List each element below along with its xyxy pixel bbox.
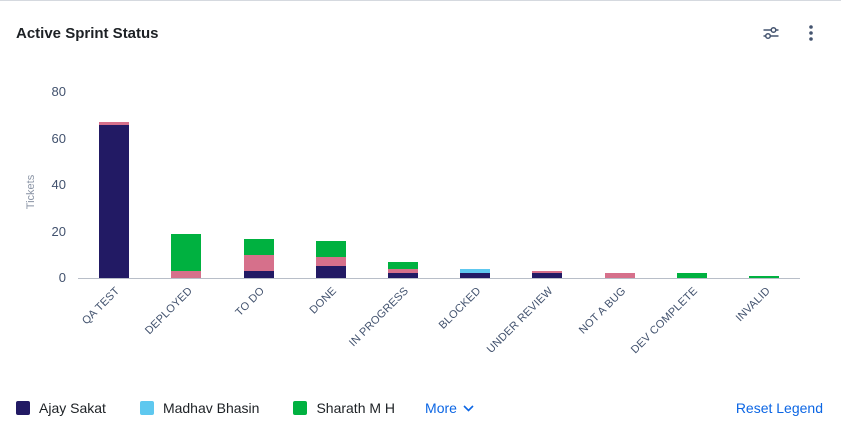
stacked-bar-not-a-bug[interactable] [604,273,635,278]
bar-segment[interactable] [315,257,346,267]
bar-segment[interactable] [171,271,202,278]
x-axis-label: DEV COMPLETE [629,285,701,357]
x-axis-label: BLOCKED [436,285,484,332]
bar-segment[interactable] [460,273,491,278]
legend-items: Ajay Sakat Madhav Bhasin Sharath M H [16,400,429,416]
stacked-bar-blocked[interactable] [460,268,491,278]
legend-item-sharath-m-h[interactable]: Sharath M H [293,400,395,416]
widget-header: Active Sprint Status [0,1,841,45]
kebab-menu-icon[interactable] [799,21,823,45]
legend-more-link[interactable]: More [425,400,474,416]
bar-segment[interactable] [387,273,418,278]
chart-plot-area: Tickets 0 20 40 60 80 QA TEST DEPLOYED TO DO DO… [25,84,800,356]
bar-segment[interactable] [748,275,779,278]
legend-label: Madhav Bhasin [162,400,260,416]
bar-segment[interactable] [315,266,346,278]
x-axis-label: IN PROGRESS [347,285,412,350]
bar-segment[interactable] [243,254,274,272]
stacked-bar-to-do[interactable] [243,238,274,278]
bars-container: QA TEST DEPLOYED TO DO DONE IN PROGRESS BLOCK… [78,93,800,356]
bar-segment[interactable] [532,273,563,278]
legend-swatch [16,401,30,415]
bar-slot-qa-test: QA TEST [78,93,150,327]
bar-segment[interactable] [243,238,274,255]
legend-item-ajay-sakat[interactable]: Ajay Sakat [16,400,106,416]
stacked-bar-under-review[interactable] [532,271,563,278]
stacked-bar-qa-test[interactable] [99,122,130,278]
bar-segment[interactable] [99,122,130,125]
x-axis-label: INVALID [733,285,773,325]
stacked-bar-invalid[interactable] [748,275,779,278]
x-axis-label: TO DO [233,285,268,319]
bar-segment[interactable] [171,233,202,272]
bar-slot-in-progress: IN PROGRESS [347,93,439,349]
bar-segment[interactable] [604,273,635,278]
bar-segment[interactable] [315,240,346,258]
bar-segment[interactable] [532,271,563,274]
bar-slot-not-a-bug: NOT A BUG [576,93,655,337]
stacked-bar-deployed[interactable] [171,233,202,278]
y-axis-tick-label: 60 [51,130,66,146]
bar-segment[interactable] [243,271,274,278]
bar-slot-deployed: DEPLOYED [143,93,222,337]
reset-legend-link[interactable]: Reset Legend [735,400,823,416]
y-axis-tick-label: 20 [51,223,66,239]
x-axis-label: UNDER REVIEW [485,285,556,356]
legend-label: Ajay Sakat [39,400,106,416]
stacked-bar-done[interactable] [315,240,346,278]
bar-segment[interactable] [387,261,418,269]
x-axis-label: DEPLOYED [142,285,195,337]
legend-row: Ajay Sakat Madhav Bhasin Sharath M H More … [16,400,823,416]
chevron-down-icon [463,404,474,412]
bar-segment[interactable] [460,268,491,274]
bar-slot-blocked: BLOCKED [437,93,511,332]
bar-slot-dev-complete: DEV COMPLETE [629,93,728,356]
x-axis-label: DONE [307,285,340,317]
header-actions [759,21,823,45]
bar-segment[interactable] [676,273,707,278]
page-title: Active Sprint Status [16,24,159,42]
legend-swatch [139,401,154,415]
y-axis-tick-label: 80 [51,84,66,99]
legend-label: Sharath M H [316,400,396,416]
stacked-bar-in-progress[interactable] [387,261,418,278]
y-axis-tick-label: 0 [58,270,66,285]
y-axis-tick-label: 40 [51,177,66,192]
bar-slot-done: DONE [295,93,367,317]
legend-swatch [293,401,308,415]
bar-segment[interactable] [99,124,130,278]
legend-more-label: More [425,400,457,416]
bar-slot-under-review: UNDER REVIEW [485,93,583,356]
x-axis-label: QA TEST [80,285,123,328]
bar-segment[interactable] [387,268,418,274]
bar-slot-to-do: TO DO [222,93,294,319]
filter-settings-icon[interactable] [759,21,783,45]
x-axis-label: NOT A BUG [576,285,629,337]
stacked-bar-dev-complete[interactable] [676,273,707,278]
legend-item-madhav-bhasin[interactable]: Madhav Bhasin [139,400,260,416]
bar-slot-invalid: INVALID [728,93,800,324]
